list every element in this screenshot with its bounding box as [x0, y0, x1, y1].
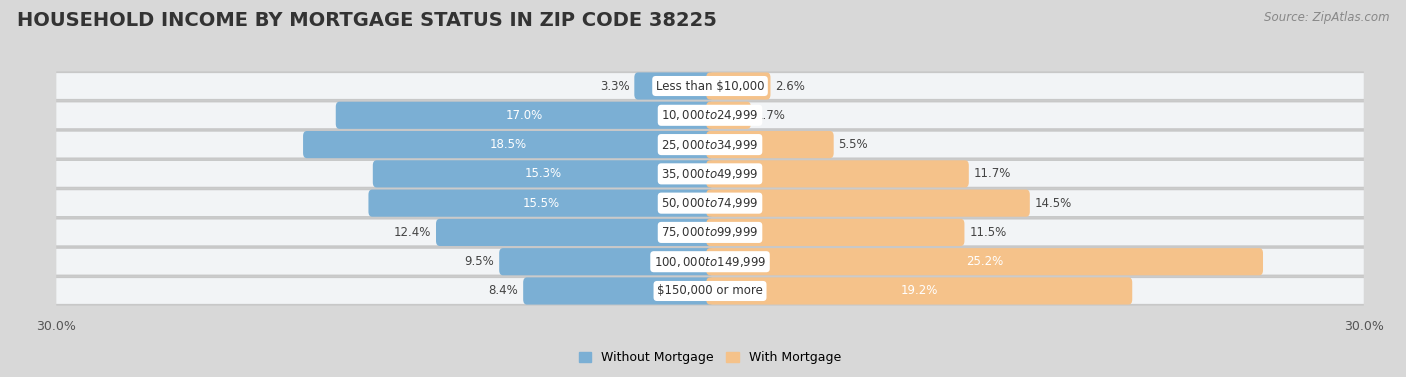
Text: 9.5%: 9.5% — [464, 255, 495, 268]
Text: 19.2%: 19.2% — [901, 285, 938, 297]
FancyBboxPatch shape — [706, 102, 751, 129]
Text: HOUSEHOLD INCOME BY MORTGAGE STATUS IN ZIP CODE 38225: HOUSEHOLD INCOME BY MORTGAGE STATUS IN Z… — [17, 11, 717, 30]
FancyBboxPatch shape — [373, 160, 714, 187]
Legend: Without Mortgage, With Mortgage: Without Mortgage, With Mortgage — [572, 345, 848, 371]
Text: 3.3%: 3.3% — [600, 80, 630, 92]
FancyBboxPatch shape — [56, 101, 1364, 130]
FancyBboxPatch shape — [56, 190, 1364, 216]
FancyBboxPatch shape — [523, 277, 714, 305]
FancyBboxPatch shape — [436, 219, 714, 246]
Text: 5.5%: 5.5% — [838, 138, 869, 151]
Text: 15.5%: 15.5% — [523, 197, 560, 210]
Text: 14.5%: 14.5% — [1035, 197, 1071, 210]
Text: 12.4%: 12.4% — [394, 226, 432, 239]
FancyBboxPatch shape — [56, 219, 1364, 245]
FancyBboxPatch shape — [706, 160, 969, 187]
FancyBboxPatch shape — [56, 218, 1364, 247]
FancyBboxPatch shape — [56, 73, 1364, 99]
FancyBboxPatch shape — [706, 72, 770, 100]
Text: 11.7%: 11.7% — [974, 167, 1011, 180]
FancyBboxPatch shape — [56, 132, 1364, 158]
FancyBboxPatch shape — [706, 190, 1029, 217]
Text: Less than $10,000: Less than $10,000 — [655, 80, 765, 92]
FancyBboxPatch shape — [56, 161, 1364, 187]
Text: 17.0%: 17.0% — [506, 109, 543, 122]
FancyBboxPatch shape — [634, 72, 714, 100]
FancyBboxPatch shape — [706, 248, 1263, 275]
FancyBboxPatch shape — [368, 190, 714, 217]
FancyBboxPatch shape — [304, 131, 714, 158]
Text: 2.6%: 2.6% — [776, 80, 806, 92]
FancyBboxPatch shape — [706, 277, 1132, 305]
Text: $35,000 to $49,999: $35,000 to $49,999 — [661, 167, 759, 181]
FancyBboxPatch shape — [56, 103, 1364, 128]
FancyBboxPatch shape — [336, 102, 714, 129]
FancyBboxPatch shape — [56, 278, 1364, 304]
Text: $25,000 to $34,999: $25,000 to $34,999 — [661, 138, 759, 152]
Text: 15.3%: 15.3% — [524, 167, 562, 180]
Text: 11.5%: 11.5% — [969, 226, 1007, 239]
Text: $100,000 to $149,999: $100,000 to $149,999 — [654, 255, 766, 269]
Text: Source: ZipAtlas.com: Source: ZipAtlas.com — [1264, 11, 1389, 24]
FancyBboxPatch shape — [56, 247, 1364, 276]
Text: 8.4%: 8.4% — [488, 285, 519, 297]
FancyBboxPatch shape — [706, 219, 965, 246]
Text: $10,000 to $24,999: $10,000 to $24,999 — [661, 108, 759, 122]
FancyBboxPatch shape — [56, 71, 1364, 101]
FancyBboxPatch shape — [56, 130, 1364, 159]
Text: $150,000 or more: $150,000 or more — [657, 285, 763, 297]
FancyBboxPatch shape — [56, 188, 1364, 218]
Text: $75,000 to $99,999: $75,000 to $99,999 — [661, 225, 759, 239]
Text: 1.7%: 1.7% — [756, 109, 786, 122]
Text: 25.2%: 25.2% — [966, 255, 1004, 268]
Text: 18.5%: 18.5% — [489, 138, 527, 151]
FancyBboxPatch shape — [706, 131, 834, 158]
FancyBboxPatch shape — [499, 248, 714, 275]
FancyBboxPatch shape — [56, 276, 1364, 306]
Text: $50,000 to $74,999: $50,000 to $74,999 — [661, 196, 759, 210]
FancyBboxPatch shape — [56, 159, 1364, 188]
FancyBboxPatch shape — [56, 249, 1364, 274]
